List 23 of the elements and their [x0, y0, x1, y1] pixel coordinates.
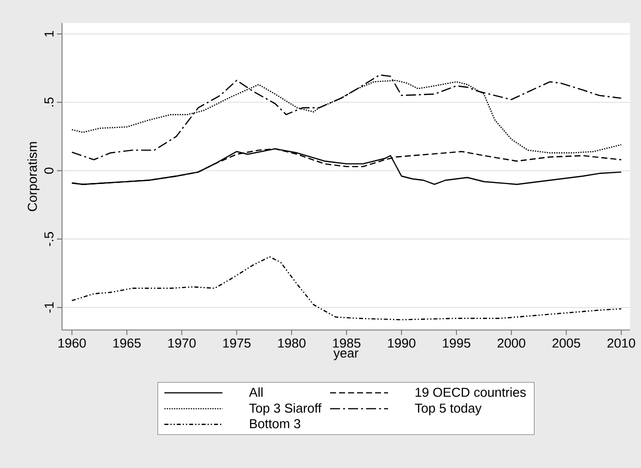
y-axis-title: Corporatism	[27, 142, 40, 212]
x-tick-label: 1970	[168, 338, 196, 348]
legend-label: Top 5 today	[414, 403, 482, 416]
y-tick-label: -1	[44, 302, 54, 313]
y-tick-label: 0	[44, 168, 54, 174]
x-tick-label: 1975	[223, 338, 251, 348]
x-tick-label: 2010	[607, 338, 636, 348]
y-tick-label: .5	[44, 97, 54, 107]
y-tick-label: -.5	[44, 232, 54, 246]
legend-label: Bottom 3	[250, 419, 300, 428]
x-axis-title: year	[333, 350, 358, 360]
x-tick-label: 1990	[388, 338, 416, 348]
x-tick-label: 1965	[113, 338, 141, 348]
legend-label: All	[249, 387, 263, 397]
x-tick-label: 1960	[58, 338, 86, 348]
x-tick-label: 2005	[552, 338, 580, 348]
x-tick-label: 2000	[498, 338, 526, 348]
legend-label: Top 3 Siaroff	[249, 403, 322, 416]
y-tick-label: 1	[44, 30, 54, 37]
x-tick-label: 1985	[333, 338, 360, 348]
legend-label: 19 OECD countries	[416, 387, 526, 397]
x-tick-label: 1995	[443, 338, 470, 348]
x-tick-label: 1980	[278, 338, 306, 348]
